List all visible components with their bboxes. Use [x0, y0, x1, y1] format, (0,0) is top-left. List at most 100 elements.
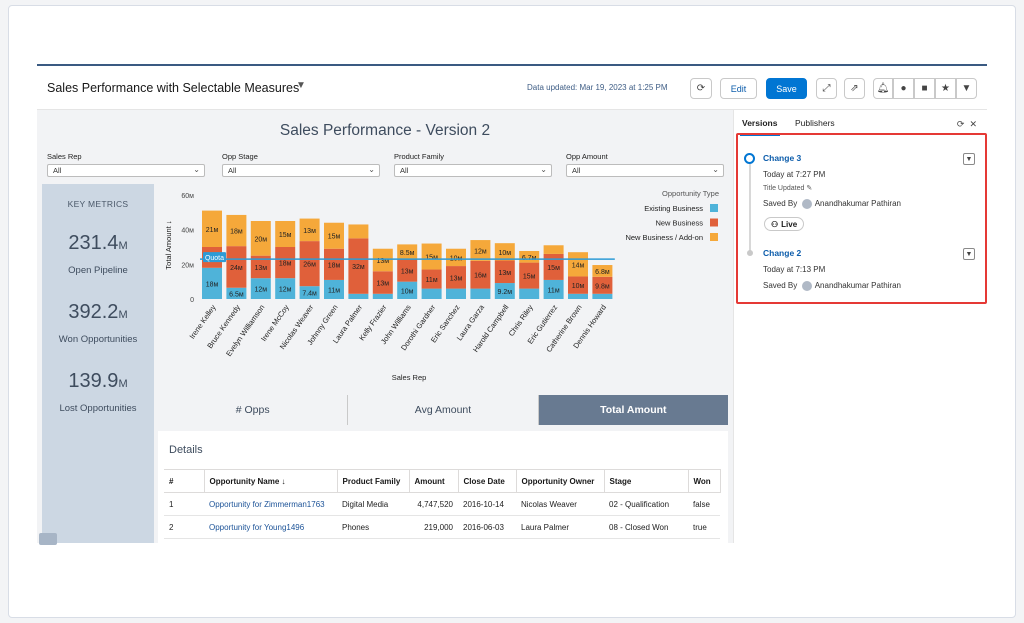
bar-segment [226, 287, 247, 299]
data-label: 12м [279, 287, 292, 294]
data-label: 16м [474, 273, 487, 280]
briefcase-icon: ■ [921, 83, 928, 94]
data-label: 15м [425, 255, 438, 262]
cell-opportunity-name[interactable]: Opportunity for Young1496 [204, 515, 337, 539]
column-header[interactable]: Stage [604, 469, 689, 493]
pencil-icon: ✎ [806, 185, 813, 192]
collection-button[interactable]: ■ [914, 78, 935, 99]
data-label: 21м [206, 227, 219, 234]
version-menu-button[interactable]: ▼ [963, 248, 975, 260]
column-header[interactable]: Amount [409, 469, 459, 493]
bar-segment [568, 252, 588, 277]
bar-segment [275, 247, 296, 279]
data-label: 15м [547, 265, 560, 272]
bar-segment [348, 293, 369, 299]
version-menu-button[interactable]: ▼ [963, 153, 975, 165]
refresh-icon[interactable]: ⟳ [956, 119, 965, 129]
refresh-button[interactable]: ⟳ [690, 78, 712, 99]
versions-sidebar: Versions Publishers ⟳ ✕ [733, 110, 987, 543]
data-updated-text: Data updated: Mar 19, 2023 at 1:25 PM [527, 83, 668, 92]
bar-segment [494, 260, 515, 284]
share-button[interactable]: ⇗ [844, 78, 865, 99]
column-header[interactable]: Opportunity Name ↓ [203, 469, 338, 493]
column-header[interactable]: Opportunity Owner [516, 469, 605, 493]
bar-segment [397, 259, 418, 282]
bar-segment [494, 243, 515, 261]
column-header[interactable]: # [164, 469, 205, 493]
filter-select[interactable]: All ⌄ [222, 164, 380, 177]
notify-button[interactable]: 🔔︎ [873, 78, 893, 99]
bar-segment [543, 245, 564, 254]
measure-tabs: # Opps Avg Amount Total Amount [158, 395, 728, 425]
data-label: 11м [328, 287, 340, 294]
bar-segment [275, 221, 296, 247]
cell: Nicolas Weaver [516, 492, 604, 516]
fullscreen-button[interactable]: ⤢ [816, 78, 837, 99]
cell: 219,000 [409, 515, 458, 539]
timeline-line [749, 164, 751, 252]
column-header[interactable]: Product Family [337, 469, 410, 493]
avatar [801, 281, 812, 291]
edit-button[interactable]: Edit [720, 78, 757, 99]
chevron-down-icon: ▼ [965, 155, 973, 163]
avatar [801, 199, 812, 209]
bar-segment [446, 248, 466, 267]
cell: 02 - Qualification [604, 492, 688, 516]
tab-publishers[interactable]: Publishers [795, 118, 835, 128]
cell: 1 [164, 492, 204, 516]
bar-segment [299, 218, 320, 242]
data-label: 18м [328, 262, 341, 269]
legend-entry: New Business / Add-on [625, 233, 703, 242]
bar-segment [397, 244, 418, 260]
data-label: 11м [548, 287, 560, 294]
filter-select[interactable]: All ⌄ [566, 164, 724, 177]
save-button[interactable]: Save [766, 78, 807, 99]
filter-select[interactable]: All ⌄ [47, 164, 205, 177]
version-dot [747, 250, 753, 256]
data-label: 10м [498, 250, 511, 257]
cell: 08 - Closed Won [604, 515, 688, 539]
favorite-button[interactable]: ★ [935, 78, 956, 99]
saved-by-label: Saved By [763, 199, 798, 209]
version-saved-by: Saved By Anandhakumar Pathiran [763, 199, 901, 209]
column-header[interactable]: Close Date [458, 469, 517, 493]
data-label: 15м [328, 234, 341, 241]
table-row[interactable]: 1 Opportunity for Zimmerman1763 Digital … [164, 492, 720, 516]
comments-button[interactable]: ● [893, 78, 914, 99]
filter-label: Product Family [394, 152, 445, 161]
table-row[interactable]: 2 Opportunity for Young1496 Phones 219,0… [164, 515, 720, 539]
column-header[interactable]: Won [688, 469, 721, 493]
data-label: 13м [303, 228, 316, 235]
bar-segment [543, 253, 564, 280]
filter-value: All [228, 166, 237, 175]
version-note-text: Title Updated [763, 185, 805, 192]
title-dropdown-icon[interactable]: ▼ [296, 80, 306, 91]
current-version-dot [744, 153, 755, 164]
bar-segment [592, 276, 613, 294]
version-title[interactable]: Change 3 [763, 153, 802, 163]
tab-avg-amount[interactable]: Avg Amount [348, 395, 539, 425]
bar-segment [519, 250, 540, 263]
cell: 2 [164, 515, 204, 539]
close-icon[interactable]: ✕ [969, 119, 977, 129]
panel-toggle-icon[interactable] [39, 533, 57, 545]
filter-opp-stage: Opp Stage All ⌄ [222, 152, 380, 177]
tab-versions[interactable]: Versions [742, 118, 778, 128]
version-note: Title Updated ✎ [763, 184, 812, 192]
filter-select[interactable]: All ⌄ [394, 164, 552, 177]
bar-segment [202, 267, 222, 299]
details-panel: Details # Opportunity Name ↓ Product Fam… [158, 431, 728, 543]
data-label: 14м [572, 262, 585, 269]
tab-total-amount[interactable]: Total Amount [538, 395, 728, 425]
filter-value: All [572, 166, 581, 175]
bar-segment [372, 293, 393, 299]
version-title[interactable]: Change 2 [763, 248, 802, 258]
saved-by-label: Saved By [763, 281, 798, 291]
cell-opportunity-name[interactable]: Opportunity for Zimmerman1763 [204, 492, 337, 516]
metric-number: 139.9 [68, 370, 119, 392]
data-label: 9.8м [595, 283, 610, 290]
tab-opps[interactable]: # Opps [158, 395, 349, 425]
more-actions-button[interactable]: ▼ [956, 78, 977, 99]
filter-label: Opp Stage [222, 152, 258, 161]
bar-segment [275, 278, 296, 299]
